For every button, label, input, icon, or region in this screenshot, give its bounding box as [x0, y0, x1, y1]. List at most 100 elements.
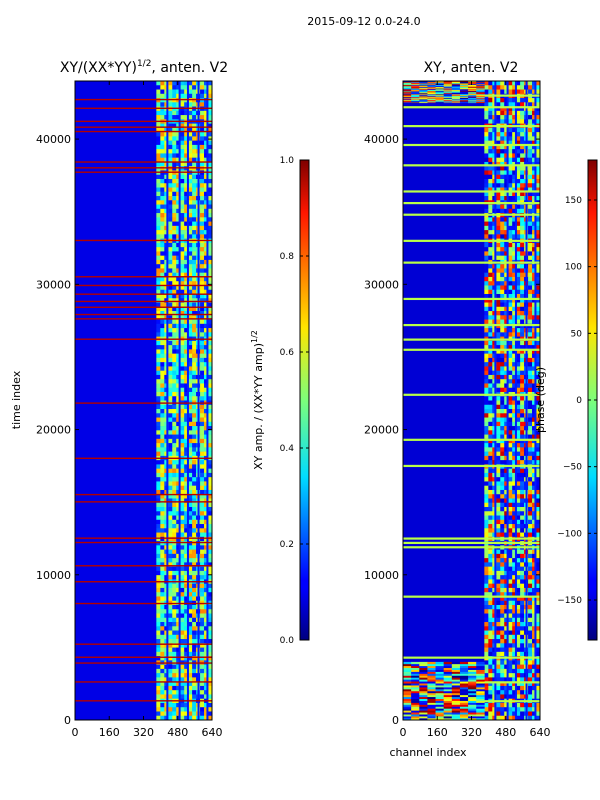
heatmap-cell — [496, 191, 501, 197]
noisy-cell — [411, 675, 420, 678]
heatmap-cell — [172, 251, 177, 256]
heatmap-cell — [484, 630, 489, 636]
heatmap-cell — [156, 630, 161, 636]
heatmap-cell — [168, 664, 173, 670]
noisy-cell — [411, 99, 420, 101]
heatmap-cell — [532, 311, 537, 316]
heatmap-cell — [512, 166, 517, 171]
heatmap-cell — [156, 276, 161, 282]
heatmap-cell — [512, 519, 517, 525]
heatmap-cell — [504, 647, 509, 653]
noisy-cell — [427, 86, 436, 88]
heatmap-cell — [484, 400, 489, 406]
heatmap-cell — [500, 106, 505, 112]
heatmap-cell — [516, 707, 521, 712]
noisy-cell — [468, 93, 477, 95]
heatmap-cell — [184, 102, 189, 107]
heatmap-cell — [168, 374, 173, 380]
noisy-cell — [427, 83, 436, 85]
noisy-cell — [435, 99, 444, 101]
heatmap-cell — [504, 421, 509, 427]
heatmap-cell — [488, 178, 493, 184]
noisy-cell — [468, 671, 477, 674]
heatmap-cell — [160, 234, 165, 239]
heatmap-cell — [532, 515, 537, 521]
heatmap-cell — [168, 208, 173, 214]
noisy-cell — [435, 94, 444, 96]
noisy-cell — [411, 708, 420, 711]
heatmap-cell — [192, 511, 197, 516]
heatmap-cell — [160, 208, 165, 214]
heatmap-cell — [516, 379, 521, 384]
heatmap-cell — [184, 515, 189, 521]
heatmap-cell — [520, 374, 525, 380]
heatmap-cell — [204, 511, 209, 516]
heatmap-cell — [192, 583, 197, 589]
noisy-cell — [476, 689, 485, 692]
heatmap-cell — [184, 255, 189, 261]
heatmap-cell — [496, 170, 501, 176]
heatmap-cell — [172, 374, 177, 380]
heatmap-cell — [512, 230, 517, 235]
heatmap-cell — [504, 374, 509, 380]
heatmap-cell — [156, 451, 161, 457]
heatmap-cell — [528, 592, 533, 597]
heatmap-cell — [536, 272, 540, 278]
heatmap-cell — [512, 140, 517, 146]
heatmap-cell — [208, 447, 212, 452]
heatmap-cell — [168, 362, 173, 367]
noisy-cell — [435, 696, 444, 699]
heatmap-cell — [512, 89, 517, 95]
heatmap-cell — [516, 170, 521, 176]
heatmap-cell — [516, 166, 521, 171]
heatmap-cell — [516, 340, 521, 346]
heatmap-cell — [200, 340, 205, 346]
heatmap-cell — [488, 161, 493, 167]
heatmap-cell — [484, 315, 489, 320]
noisy-cell — [411, 83, 420, 85]
heatmap-cell — [520, 276, 525, 282]
heatmap-cell — [180, 477, 185, 482]
heatmap-cell — [192, 443, 197, 448]
heatmap-cell — [484, 558, 489, 563]
heatmap-cell — [484, 575, 489, 580]
heatmap-cell — [528, 626, 533, 631]
heatmap-cell — [188, 161, 193, 167]
heatmap-cell — [488, 110, 493, 116]
noisy-cell — [427, 91, 436, 93]
heatmap-cell — [504, 110, 509, 116]
heatmap-cell — [496, 234, 501, 239]
heatmap-cell — [496, 583, 501, 589]
heatmap-cell — [516, 481, 521, 486]
heatmap-cell — [500, 502, 505, 508]
heatmap-cell — [532, 498, 537, 504]
heatmap-cell — [184, 264, 189, 269]
heatmap-cell — [180, 85, 185, 90]
heatmap-cell — [536, 285, 540, 291]
y-tick-label: 10000 — [36, 569, 71, 582]
heatmap-cell — [168, 259, 173, 265]
heatmap-cell — [192, 553, 197, 559]
noisy-cell — [451, 86, 461, 88]
heatmap-cell — [488, 583, 493, 589]
heatmap-cell — [488, 319, 493, 325]
heatmap-cell — [180, 434, 185, 440]
noisy-cell — [435, 689, 444, 692]
heatmap-cell — [516, 528, 521, 533]
heatmap-cell — [508, 711, 513, 717]
noisy-cell — [443, 91, 453, 93]
heatmap-cell — [160, 498, 165, 504]
heatmap-cell — [180, 664, 185, 670]
heatmap-cell — [184, 110, 189, 116]
heatmap-cell — [520, 494, 525, 499]
heatmap-cell — [184, 272, 189, 278]
heatmap-cell — [156, 132, 161, 137]
noisy-cell — [435, 683, 444, 686]
heatmap-cell — [528, 443, 533, 448]
noisy-cell — [451, 689, 461, 692]
heatmap-cell — [200, 630, 205, 636]
heatmap-cell — [504, 634, 509, 640]
heatmap-cell — [496, 668, 501, 674]
flagged-row — [75, 284, 212, 287]
heatmap-cell — [204, 127, 209, 133]
